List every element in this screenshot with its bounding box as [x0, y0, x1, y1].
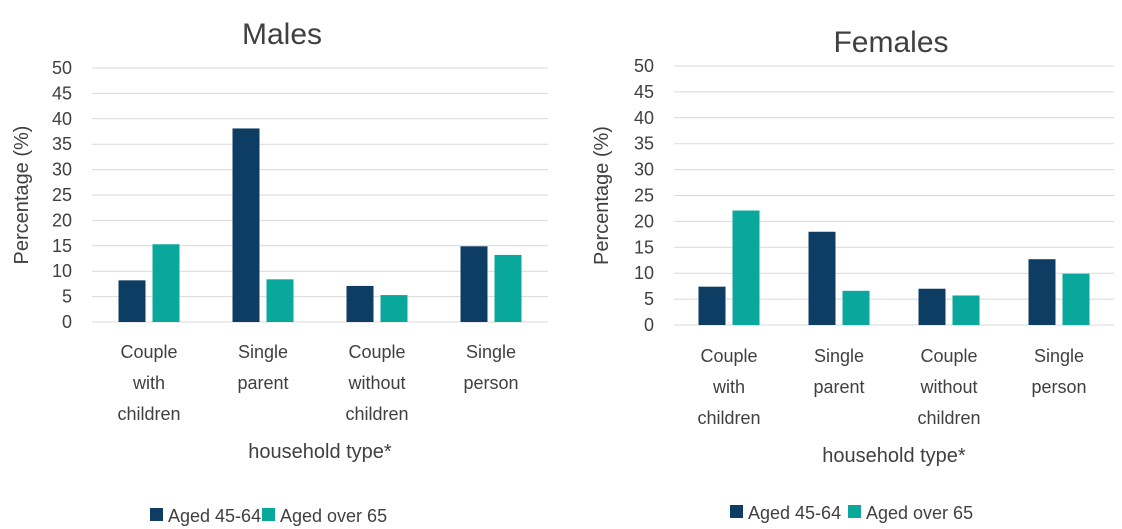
bar-aged-45-64	[118, 280, 146, 322]
legend-label: Aged 45-64	[748, 503, 841, 523]
x-axis-label: household type*	[248, 441, 392, 463]
y-tick-label: 20	[634, 211, 654, 231]
bar-aged-over-65	[152, 244, 180, 322]
y-tick-label: 0	[62, 312, 72, 332]
x-category-label: without	[919, 377, 977, 397]
bar-aged-45-64	[918, 288, 946, 325]
bar-aged-over-65	[494, 254, 522, 322]
y-tick-label: 35	[52, 134, 72, 154]
bar-aged-45-64	[698, 286, 726, 325]
males-chart-panel: Males 0 5 10 15 20 25 30 35 40 45 50 Percentage (%) C…	[0, 0, 560, 529]
x-category-label: children	[117, 404, 180, 424]
y-tick-label: 25	[52, 185, 72, 205]
y-tick-label: 45	[52, 83, 72, 103]
legend-swatch-aged-45-64	[730, 505, 743, 518]
y-axis-label: Percentage (%)	[11, 126, 33, 265]
bar-aged-45-64	[460, 246, 488, 322]
males-chart: Males 0 5 10 15 20 25 30 35 40 45 50 Percentage (%) C…	[11, 18, 548, 526]
y-tick-label: 15	[634, 237, 654, 257]
x-category-label: with	[712, 377, 745, 397]
y-tick-label: 35	[634, 134, 654, 154]
y-tick-label: 30	[52, 160, 72, 180]
bar-aged-45-64	[1028, 259, 1056, 325]
legend-label: Aged over 65	[866, 503, 973, 523]
legend-label: Aged 45-64	[168, 506, 261, 526]
y-tick-label: 5	[644, 289, 654, 309]
bar-aged-over-65	[380, 295, 408, 322]
bar-aged-over-65	[266, 279, 294, 322]
x-category-label: Couple	[920, 346, 977, 366]
legend-swatch-aged-over-65	[848, 505, 861, 518]
bar-aged-over-65	[732, 210, 760, 325]
x-category-label: Single	[466, 342, 516, 362]
y-tick-label: 0	[644, 315, 654, 335]
y-tick-label: 40	[52, 109, 72, 129]
y-tick-label: 15	[52, 236, 72, 256]
y-tick-label: 20	[52, 210, 72, 230]
x-category-label: children	[917, 408, 980, 428]
x-category-label: Single	[1034, 346, 1084, 366]
x-category-label: person	[463, 373, 518, 393]
legend-label: Aged over 65	[280, 506, 387, 526]
females-chart: Females 0 5 10 15 20 25 30 35 40 45 50 Percentage (%…	[591, 26, 1114, 523]
bar-aged-over-65	[842, 290, 870, 325]
bar-aged-45-64	[808, 231, 836, 325]
y-tick-label: 10	[52, 261, 72, 281]
bar-aged-over-65	[1062, 273, 1090, 325]
x-category-label: children	[345, 404, 408, 424]
x-category-label: Couple	[120, 342, 177, 362]
x-category-label: parent	[813, 377, 864, 397]
y-tick-label: 25	[634, 186, 654, 206]
bar-aged-45-64	[232, 128, 260, 322]
x-category-label: person	[1031, 377, 1086, 397]
y-tick-label: 5	[62, 287, 72, 307]
legend-swatch-aged-over-65	[262, 508, 275, 521]
y-tick-label: 40	[634, 108, 654, 128]
x-category-label: Single	[238, 342, 288, 362]
x-axis-label: household type*	[822, 445, 966, 467]
chart-title: Males	[242, 18, 322, 51]
y-tick-label: 50	[634, 56, 654, 76]
x-category-label: Couple	[700, 346, 757, 366]
y-tick-label: 45	[634, 82, 654, 102]
bar-aged-over-65	[952, 295, 980, 325]
x-category-label: without	[347, 373, 405, 393]
y-tick-label: 50	[52, 58, 72, 78]
legend-swatch-aged-45-64	[150, 508, 163, 521]
y-tick-label: 30	[634, 160, 654, 180]
x-category-label: parent	[237, 373, 288, 393]
x-category-label: with	[132, 373, 165, 393]
y-tick-label: 10	[634, 263, 654, 283]
x-category-label: Couple	[348, 342, 405, 362]
x-category-label: children	[697, 408, 760, 428]
bar-aged-45-64	[346, 285, 374, 322]
x-category-label: Single	[814, 346, 864, 366]
females-chart-panel: Females 0 5 10 15 20 25 30 35 40 45 50 Percentage (%…	[580, 0, 1122, 529]
y-axis-label: Percentage (%)	[591, 126, 613, 265]
chart-title: Females	[833, 26, 948, 59]
